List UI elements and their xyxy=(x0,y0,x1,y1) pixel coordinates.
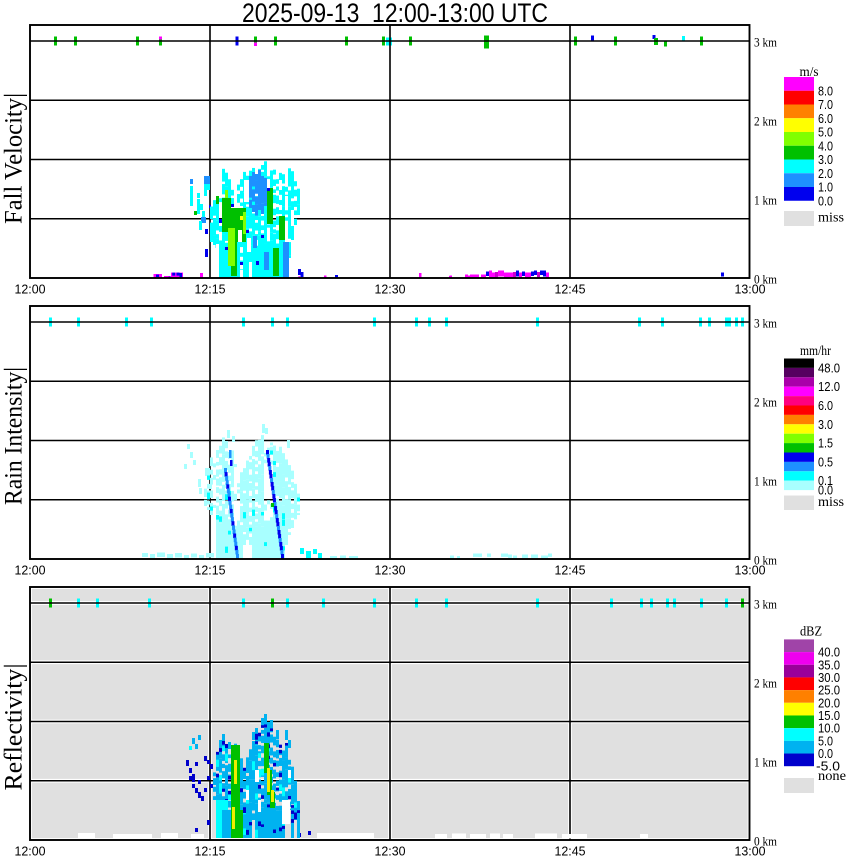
svg-text:15.0: 15.0 xyxy=(818,708,840,723)
svg-text:1 km: 1 km xyxy=(754,474,777,489)
svg-text:40.0: 40.0 xyxy=(818,645,840,660)
svg-text:3.0: 3.0 xyxy=(818,417,833,432)
svg-text:10.0: 10.0 xyxy=(818,721,840,736)
svg-text:Fall Velocity|: Fall Velocity| xyxy=(1,93,28,224)
svg-text:none: none xyxy=(818,769,846,784)
svg-text:12.0: 12.0 xyxy=(818,379,840,394)
svg-text:7.0: 7.0 xyxy=(818,97,833,112)
svg-text:12:15: 12:15 xyxy=(195,564,226,578)
svg-text:3 km: 3 km xyxy=(754,597,777,612)
svg-text:mm/hr: mm/hr xyxy=(800,344,831,359)
svg-text:48.0: 48.0 xyxy=(818,360,840,375)
svg-text:6.0: 6.0 xyxy=(818,398,833,413)
svg-text:miss: miss xyxy=(818,211,844,226)
svg-text:2 km: 2 km xyxy=(754,114,777,129)
svg-text:12:30: 12:30 xyxy=(375,283,406,297)
svg-text:Reflectivity|: Reflectivity| xyxy=(1,664,28,791)
svg-text:12:45: 12:45 xyxy=(555,845,586,859)
svg-text:-5.0: -5.0 xyxy=(816,759,840,774)
svg-text:0.0: 0.0 xyxy=(818,193,833,208)
svg-text:3.0: 3.0 xyxy=(818,152,833,167)
svg-text:12:45: 12:45 xyxy=(555,564,586,578)
svg-text:12:00: 12:00 xyxy=(15,283,46,297)
svg-text:5.0: 5.0 xyxy=(818,733,833,748)
svg-text:2 km: 2 km xyxy=(754,395,777,410)
svg-text:0 km: 0 km xyxy=(754,834,777,849)
svg-text:12:30: 12:30 xyxy=(375,564,406,578)
svg-text:2025-09-13 12:00-13:00 UTC: 2025-09-13 12:00-13:00 UTC xyxy=(242,0,548,28)
svg-text:13:00: 13:00 xyxy=(735,283,766,297)
svg-text:12:00: 12:00 xyxy=(15,845,46,859)
svg-text:5.0: 5.0 xyxy=(818,125,833,140)
svg-text:2.0: 2.0 xyxy=(818,166,833,181)
svg-text:dBZ: dBZ xyxy=(800,625,822,640)
svg-text:Rain Intensity|: Rain Intensity| xyxy=(1,367,28,505)
svg-text:1 km: 1 km xyxy=(754,193,777,208)
svg-text:0 km: 0 km xyxy=(754,272,777,287)
svg-text:1.0: 1.0 xyxy=(818,180,833,195)
svg-text:3 km: 3 km xyxy=(754,35,777,50)
svg-text:0.0: 0.0 xyxy=(818,746,833,761)
svg-text:12:00: 12:00 xyxy=(15,564,46,578)
svg-text:25.0: 25.0 xyxy=(818,683,840,698)
svg-text:0 km: 0 km xyxy=(754,553,777,568)
svg-text:1.5: 1.5 xyxy=(818,436,833,451)
svg-text:1 km: 1 km xyxy=(754,755,777,770)
svg-text:2 km: 2 km xyxy=(754,676,777,691)
svg-text:12:15: 12:15 xyxy=(195,845,226,859)
svg-text:0.0: 0.0 xyxy=(818,483,833,498)
svg-text:12:45: 12:45 xyxy=(555,283,586,297)
svg-text:13:00: 13:00 xyxy=(735,845,766,859)
svg-text:35.0: 35.0 xyxy=(818,657,840,672)
svg-text:30.0: 30.0 xyxy=(818,670,840,685)
svg-text:3 km: 3 km xyxy=(754,316,777,331)
svg-text:m/s: m/s xyxy=(800,65,819,80)
svg-text:0.5: 0.5 xyxy=(818,454,833,469)
svg-text:4.0: 4.0 xyxy=(818,138,833,153)
svg-text:miss: miss xyxy=(818,495,844,510)
svg-text:12:15: 12:15 xyxy=(195,283,226,297)
svg-text:13:00: 13:00 xyxy=(735,564,766,578)
svg-text:8.0: 8.0 xyxy=(818,83,833,98)
svg-text:20.0: 20.0 xyxy=(818,695,840,710)
svg-text:6.0: 6.0 xyxy=(818,111,833,126)
svg-text:12:30: 12:30 xyxy=(375,845,406,859)
svg-text:0.1: 0.1 xyxy=(818,473,833,488)
